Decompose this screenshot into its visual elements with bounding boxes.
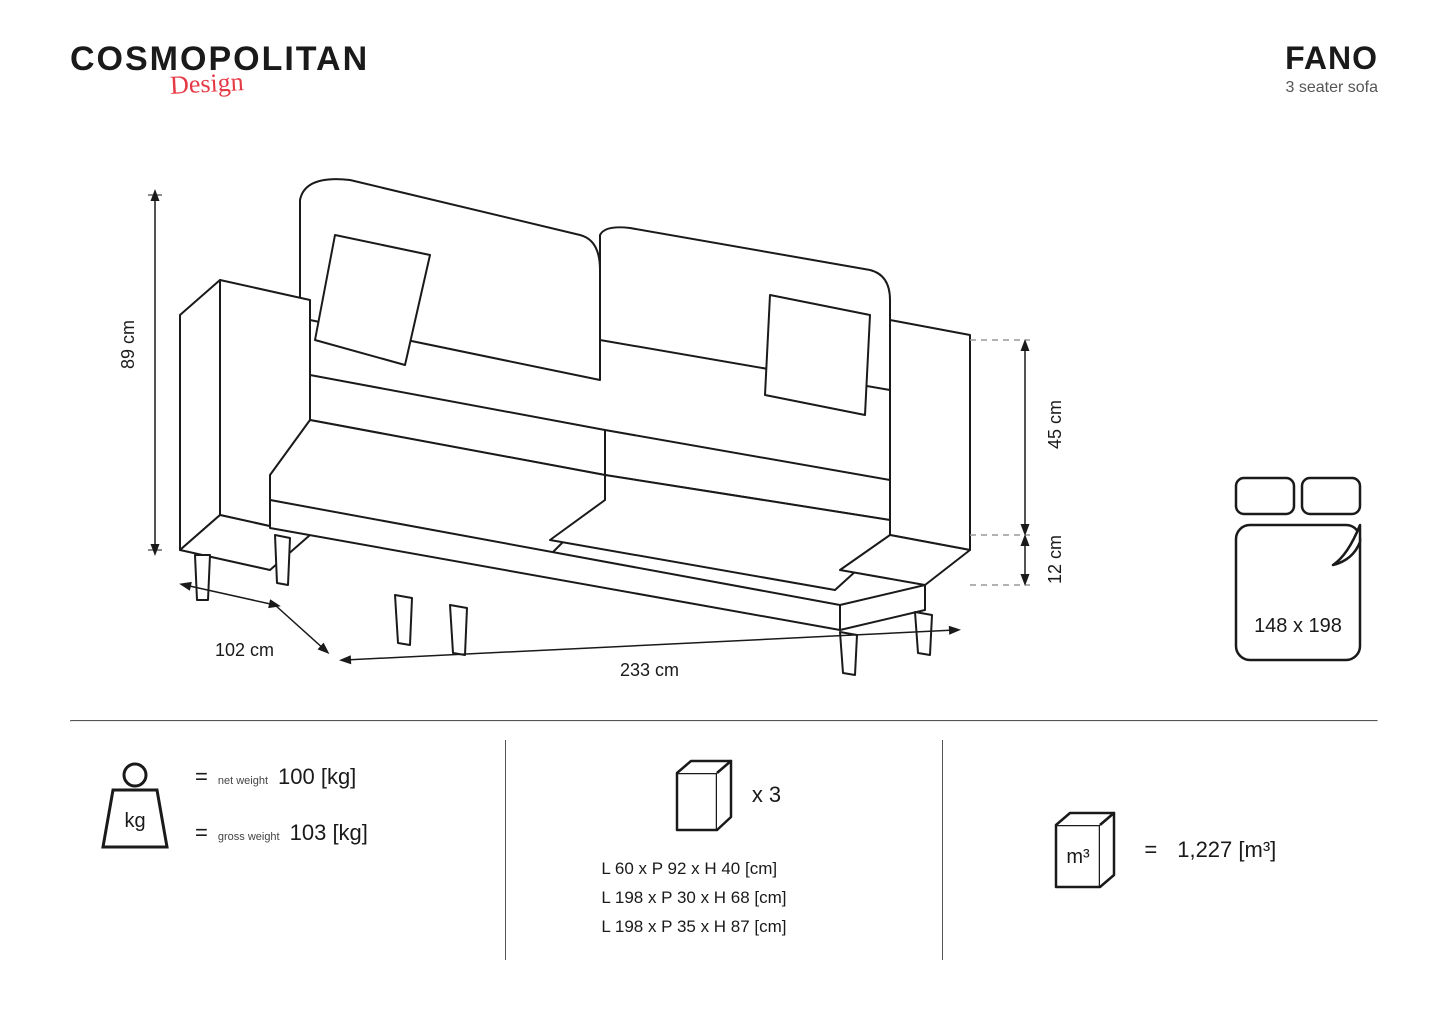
product-title: FANO 3 seater sofa bbox=[1285, 40, 1378, 97]
package-dim-1: L 60 x P 92 x H 40 [cm] bbox=[601, 855, 916, 884]
net-weight-value: 100 [kg] bbox=[278, 764, 356, 790]
package-dim-2: L 198 x P 30 x H 68 [cm] bbox=[601, 884, 916, 913]
volume-icon-label: m³ bbox=[1067, 846, 1091, 868]
bed-size-icon: 148 x 198 bbox=[1218, 470, 1378, 638]
package-dimensions: L 60 x P 92 x H 40 [cm] L 198 x P 30 x H… bbox=[531, 855, 916, 942]
volume-icon: m³ bbox=[1044, 805, 1124, 895]
specs-row: kg = net weight 100 [kg] = gross weight … bbox=[70, 740, 1378, 960]
dim-height: 89 cm bbox=[118, 320, 139, 369]
package-dim-3: L 198 x P 35 x H 87 [cm] bbox=[601, 913, 916, 942]
volume-column: m³ = 1,227 [m³] bbox=[942, 740, 1378, 960]
dim-width: 233 cm bbox=[620, 660, 679, 681]
header: COSMOPOLITAN Design FANO 3 seater sofa bbox=[70, 40, 1378, 99]
package-count: x 3 bbox=[752, 782, 781, 808]
box-icon bbox=[667, 755, 737, 835]
gross-weight-line: = gross weight 103 [kg] bbox=[195, 820, 368, 846]
gross-weight-value: 103 [kg] bbox=[290, 820, 368, 846]
volume-eq: = bbox=[1144, 837, 1157, 863]
weight-icon-label: kg bbox=[124, 810, 145, 832]
sofa-svg bbox=[100, 140, 1100, 680]
packages-column: x 3 L 60 x P 92 x H 40 [cm] L 198 x P 30… bbox=[505, 740, 941, 960]
gross-weight-label: gross weight bbox=[218, 831, 280, 843]
volume-value: 1,227 [m³] bbox=[1177, 837, 1276, 863]
sofa-diagram: 89 cm 102 cm 233 cm 45 cm 12 cm bbox=[100, 140, 1100, 680]
brand-logo: COSMOPOLITAN Design bbox=[70, 40, 369, 99]
bed-svg bbox=[1218, 470, 1378, 670]
weight-icon: kg bbox=[95, 755, 175, 855]
dim-leg-height: 12 cm bbox=[1045, 535, 1066, 584]
net-weight-line: = net weight 100 [kg] bbox=[195, 764, 368, 790]
dim-depth: 102 cm bbox=[215, 640, 274, 661]
net-weight-label: net weight bbox=[218, 775, 268, 787]
brand-script: Design bbox=[169, 67, 244, 101]
weight-column: kg = net weight 100 [kg] = gross weight … bbox=[70, 740, 505, 960]
section-divider bbox=[70, 720, 1378, 722]
dim-seat-height: 45 cm bbox=[1045, 400, 1066, 449]
bed-dimensions: 148 x 198 bbox=[1218, 615, 1378, 638]
product-name: FANO bbox=[1285, 40, 1378, 77]
product-subtitle: 3 seater sofa bbox=[1285, 79, 1378, 97]
